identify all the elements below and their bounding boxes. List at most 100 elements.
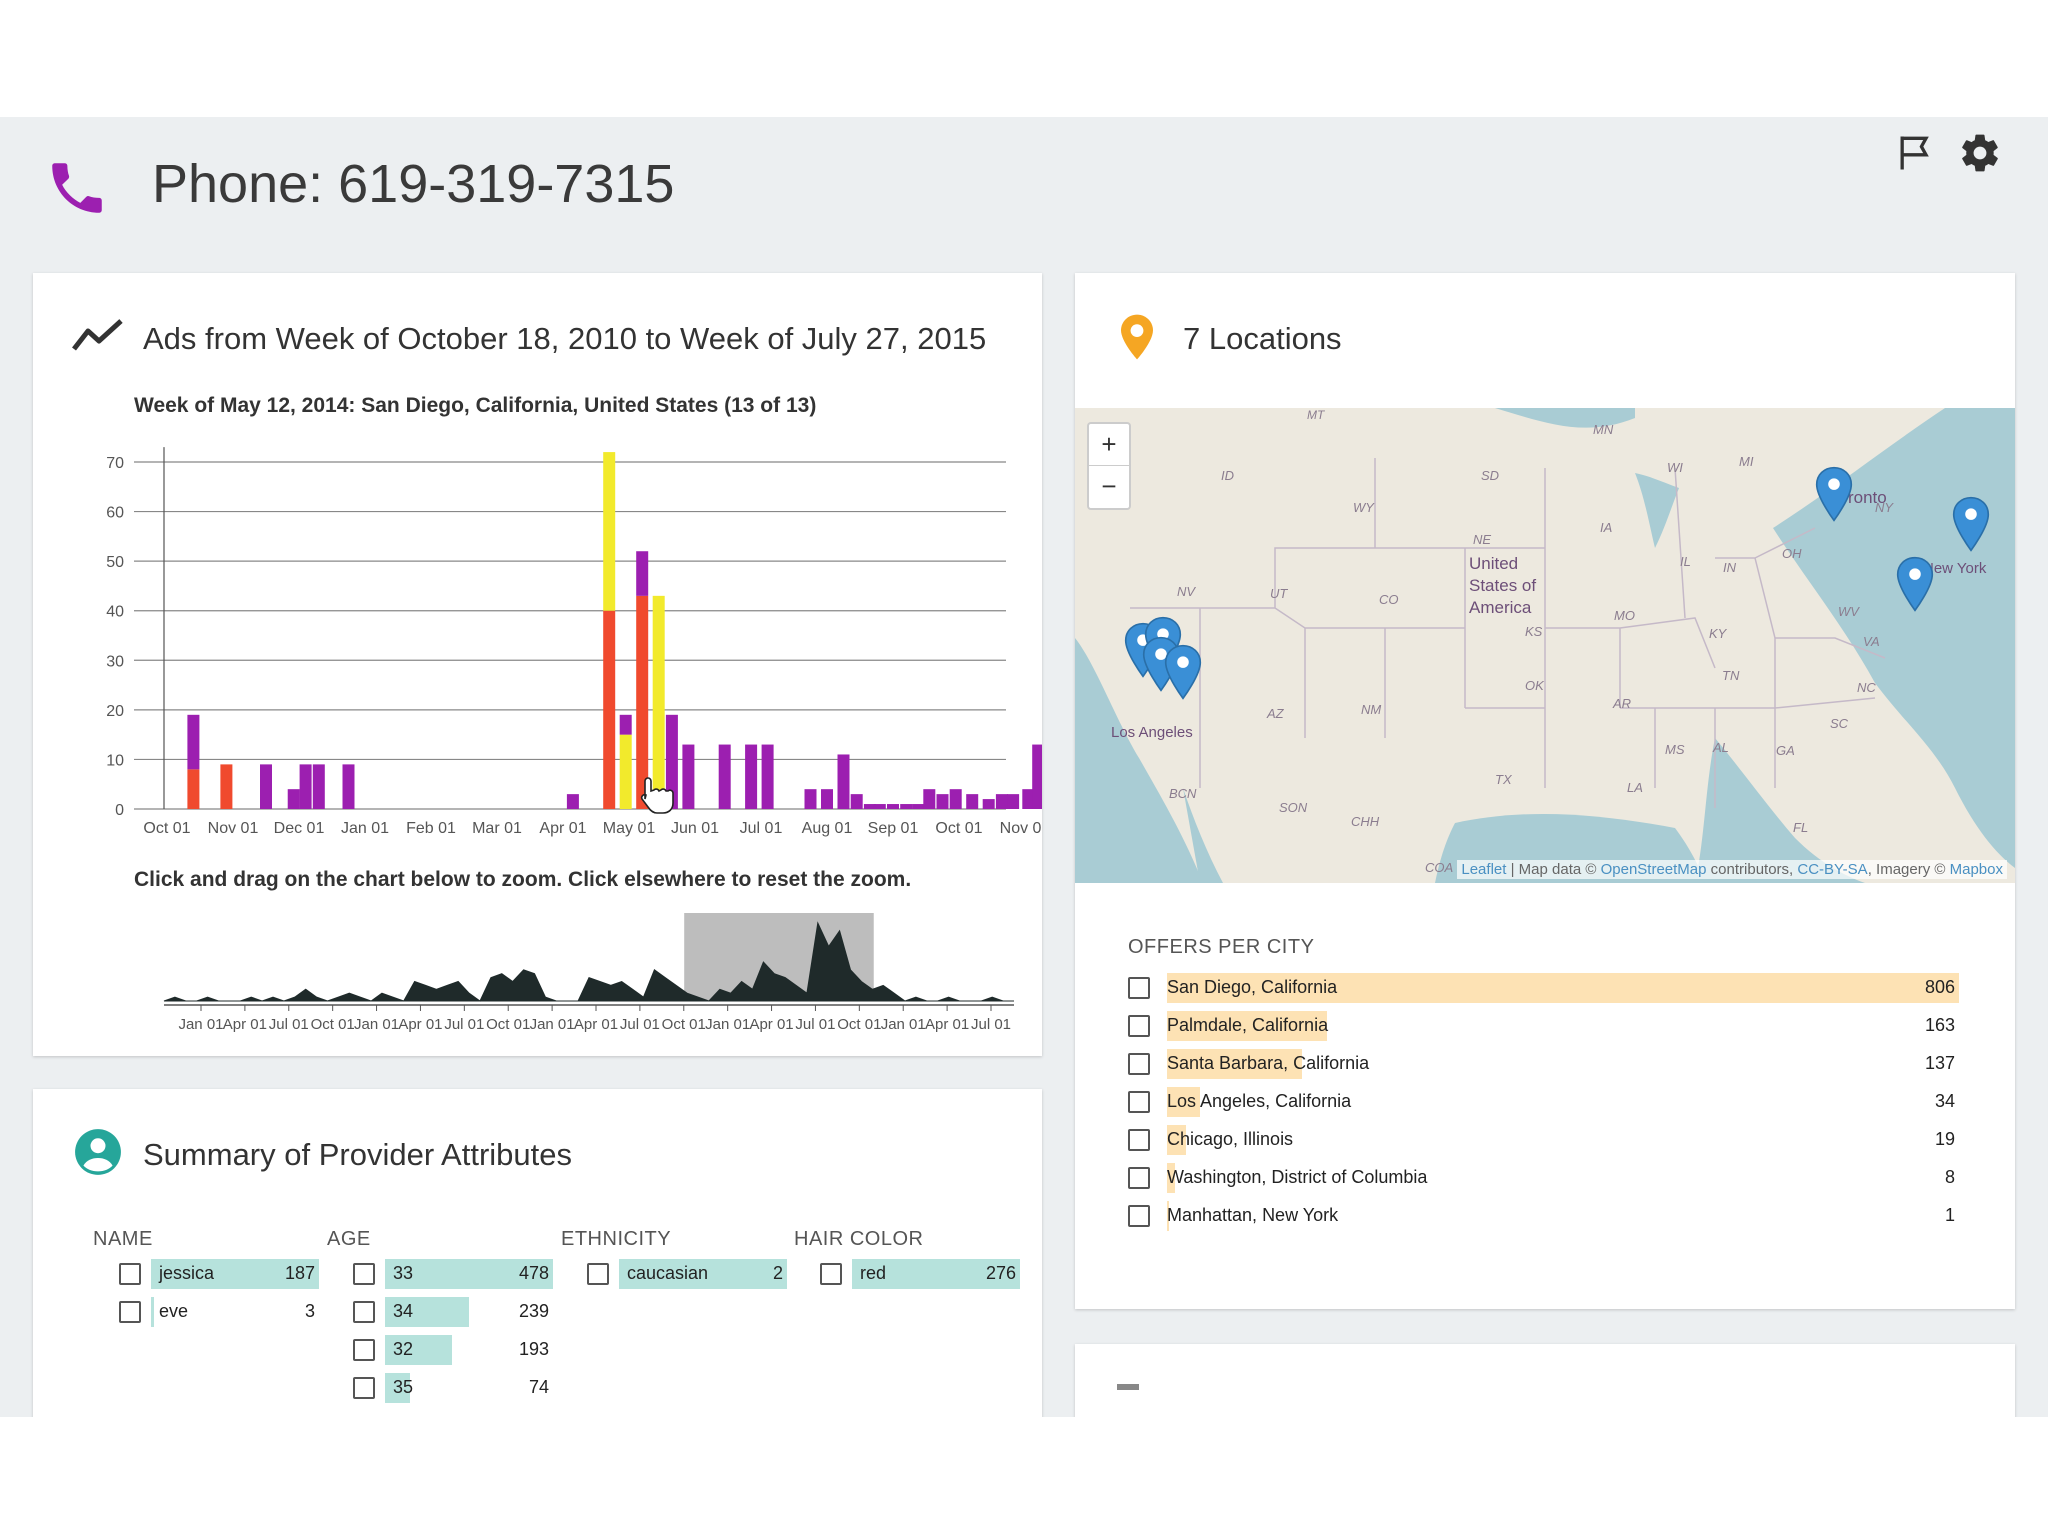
city-checkbox[interactable] xyxy=(1128,1015,1150,1037)
attribute-row[interactable]: eve 3 xyxy=(85,1297,315,1327)
city-checkbox[interactable] xyxy=(1128,977,1150,999)
chart-bar[interactable] xyxy=(260,764,272,809)
attribute-row[interactable]: caucasian 2 xyxy=(553,1259,787,1289)
city-row[interactable]: Chicago, Illinois 19 xyxy=(1075,1125,2015,1155)
chart-bar[interactable] xyxy=(745,744,758,809)
chart-bar[interactable] xyxy=(220,764,233,809)
attribute-row[interactable]: 35 74 xyxy=(319,1373,549,1403)
attribute-checkbox[interactable] xyxy=(119,1263,141,1285)
chart-bar[interactable] xyxy=(682,744,695,809)
chart-bar[interactable] xyxy=(837,754,850,809)
chart-bar[interactable] xyxy=(299,764,312,809)
zoom-out-button[interactable]: − xyxy=(1101,471,1117,501)
map-marker-icon[interactable] xyxy=(1163,644,1203,700)
map-label: NY xyxy=(1875,500,1894,515)
city-name: Chicago, Illinois xyxy=(1167,1129,1294,1149)
attribute-checkbox[interactable] xyxy=(353,1301,375,1323)
overview-chart[interactable]: Jan 01 Apr 01 Jul 01 Oct 01 Jan 01 Apr 01 Jul … xyxy=(33,893,1042,1043)
attribute-row[interactable]: red 276 xyxy=(786,1259,1020,1289)
chart-bar[interactable] xyxy=(887,804,899,809)
city-checkbox[interactable] xyxy=(1128,1205,1150,1227)
chart-bar[interactable] xyxy=(821,789,833,809)
chart-bar[interactable] xyxy=(665,714,678,809)
map-marker-icon[interactable] xyxy=(1814,466,1854,522)
attribute-checkbox[interactable] xyxy=(353,1339,375,1361)
chart-bar[interactable] xyxy=(603,610,616,809)
attribute-label: caucasian xyxy=(627,1263,709,1283)
chart-bar[interactable] xyxy=(619,734,632,809)
chart-bar[interactable] xyxy=(1032,744,1042,809)
attribute-row[interactable]: jessica 187 xyxy=(85,1259,319,1289)
chart-bar[interactable] xyxy=(636,595,649,809)
chart-bar[interactable] xyxy=(863,804,876,809)
attribute-checkbox[interactable] xyxy=(353,1263,375,1285)
chart-bar[interactable] xyxy=(187,769,200,809)
chart-bar[interactable] xyxy=(761,744,774,809)
chart-bar[interactable] xyxy=(804,789,817,809)
map-marker-icon[interactable] xyxy=(1951,496,1991,552)
city-row[interactable]: Santa Barbara, California 137 xyxy=(1075,1049,2015,1079)
attribute-checkbox[interactable] xyxy=(353,1377,375,1399)
chart-bar[interactable] xyxy=(900,804,913,809)
chart-bar[interactable] xyxy=(923,789,936,809)
attribute-row[interactable]: 33 478 xyxy=(319,1259,553,1289)
attribute-checkbox[interactable] xyxy=(119,1301,141,1323)
city-row[interactable]: Los Angeles, California 34 xyxy=(1075,1087,2015,1117)
chart-bar[interactable] xyxy=(603,452,616,611)
city-name: Santa Barbara, California xyxy=(1167,1053,1370,1073)
chart-bar[interactable] xyxy=(850,794,863,809)
attribute-bar xyxy=(385,1335,453,1365)
chart-bar[interactable] xyxy=(873,804,886,809)
chart-bar[interactable] xyxy=(949,789,962,809)
map-marker-icon[interactable] xyxy=(1895,556,1935,612)
chart-bar[interactable] xyxy=(1022,789,1035,809)
gear-icon[interactable] xyxy=(1958,131,2002,175)
chart-bar[interactable] xyxy=(1007,794,1020,809)
overview-tick-label: Jan 01 xyxy=(881,1016,926,1033)
overview-tick-label: Jan 01 xyxy=(530,1016,575,1033)
attribute-checkbox[interactable] xyxy=(587,1263,609,1285)
chart-bar[interactable] xyxy=(966,794,979,809)
location-pin-icon xyxy=(1121,314,1153,360)
attribute-bar xyxy=(385,1297,469,1327)
chart-bar[interactable] xyxy=(636,551,649,596)
city-checkbox[interactable] xyxy=(1128,1167,1150,1189)
city-row[interactable]: San Diego, California 806 xyxy=(1075,973,2015,1003)
mapbox-link[interactable]: Mapbox xyxy=(1949,861,2003,878)
map[interactable]: + − MT MN ID SD WI MI WY Toronto NY NE United State… xyxy=(1075,408,2015,883)
locations-card: 7 Locations + − MT MN ID SD WI MI WY Toronto NY N… xyxy=(1075,273,2015,1309)
attribute-row[interactable]: 32 193 xyxy=(319,1335,549,1365)
ads-bar-chart[interactable]: 0 10 20 30 40 50 60 70 Oct 01 Nov 01 Dec 01 Jan 01 F… xyxy=(33,273,1042,873)
city-row[interactable]: Manhattan, New York 1 xyxy=(1075,1201,2015,1231)
x-tick-label: Jun 01 xyxy=(671,820,719,837)
chart-bar[interactable] xyxy=(566,794,579,809)
city-checkbox[interactable] xyxy=(1128,1053,1150,1075)
attribute-count: 3 xyxy=(304,1301,315,1321)
license-link[interactable]: CC-BY-SA xyxy=(1797,861,1868,878)
chart-bar[interactable] xyxy=(718,744,731,809)
chart-bar[interactable] xyxy=(187,714,200,770)
attribute-checkbox[interactable] xyxy=(820,1263,842,1285)
chart-bar[interactable] xyxy=(995,794,1008,809)
city-count: 806 xyxy=(1924,977,1955,997)
chart-bar[interactable] xyxy=(342,764,355,809)
chart-bar[interactable] xyxy=(652,595,665,809)
attribute-row[interactable]: 34 239 xyxy=(319,1297,549,1327)
osm-link[interactable]: OpenStreetMap xyxy=(1600,861,1707,878)
leaflet-link[interactable]: Leaflet xyxy=(1461,861,1507,878)
city-checkbox[interactable] xyxy=(1128,1091,1150,1113)
city-checkbox[interactable] xyxy=(1128,1129,1150,1151)
chart-bar[interactable] xyxy=(312,764,325,809)
city-row[interactable]: Palmdale, California 163 xyxy=(1075,1011,2015,1041)
chart-bar[interactable] xyxy=(982,799,995,809)
chart-bar[interactable] xyxy=(912,804,925,809)
zoom-in-button[interactable]: + xyxy=(1089,424,1129,466)
chart-bar[interactable] xyxy=(936,794,949,809)
city-row[interactable]: Washington, District of Columbia 8 xyxy=(1075,1163,2015,1193)
map-label: NM xyxy=(1361,702,1382,717)
flag-icon[interactable] xyxy=(1893,131,1937,175)
chart-bar[interactable] xyxy=(287,789,300,809)
chart-bar[interactable] xyxy=(619,714,632,735)
map-label: New York xyxy=(1923,560,1987,577)
x-tick-label: Oct 01 xyxy=(143,820,190,837)
